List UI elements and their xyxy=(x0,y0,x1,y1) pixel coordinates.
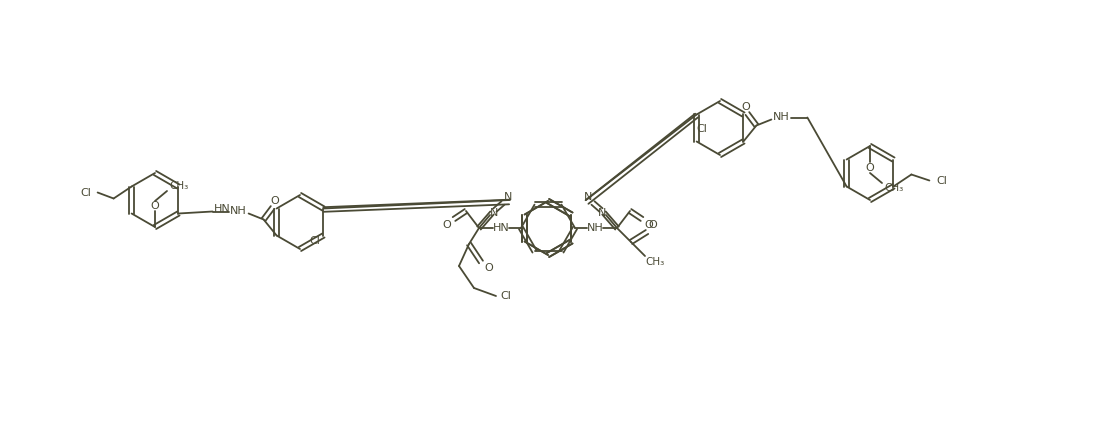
Text: O: O xyxy=(645,220,654,230)
Text: Cl: Cl xyxy=(697,124,708,133)
Text: N: N xyxy=(598,208,607,218)
Text: O: O xyxy=(270,196,279,205)
Text: Cl: Cl xyxy=(500,291,511,301)
Text: CH₃: CH₃ xyxy=(645,257,665,267)
Text: O: O xyxy=(442,220,451,230)
Text: Cl: Cl xyxy=(309,236,320,246)
Text: N: N xyxy=(504,192,512,202)
Text: NH: NH xyxy=(773,112,790,123)
Text: NH: NH xyxy=(587,223,603,233)
Text: O: O xyxy=(866,163,874,173)
Text: NH: NH xyxy=(230,207,247,216)
Text: O: O xyxy=(648,220,657,230)
Text: N: N xyxy=(490,208,498,218)
Text: Cl: Cl xyxy=(936,176,947,185)
Text: O: O xyxy=(740,101,749,112)
Text: CH₃: CH₃ xyxy=(169,181,189,191)
Text: O: O xyxy=(485,263,494,273)
Text: HN: HN xyxy=(214,204,231,213)
Text: O: O xyxy=(150,201,159,211)
Text: N: N xyxy=(584,192,592,202)
Text: HN: HN xyxy=(493,223,509,233)
Text: Cl: Cl xyxy=(80,187,91,198)
Text: CH₃: CH₃ xyxy=(884,183,904,193)
